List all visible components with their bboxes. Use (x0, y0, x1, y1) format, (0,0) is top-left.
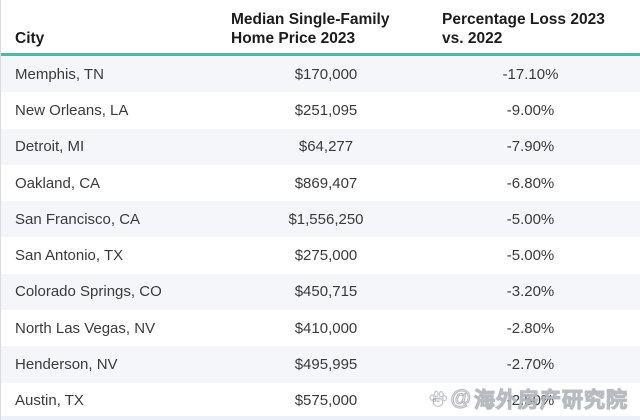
bottom-edge-strip (1, 416, 640, 420)
column-header-price: Median Single-Family Home Price 2023 (231, 10, 421, 48)
price-cell: $575,000 (294, 392, 358, 410)
loss-cell: -17.10% (502, 65, 559, 83)
price-cell: $495,995 (294, 356, 358, 374)
loss-cell: -5.00% (506, 247, 555, 265)
price-cell: $170,000 (294, 65, 358, 83)
price-cell: $275,000 (294, 247, 358, 265)
table-row: North Las Vegas, NV $410,000 -2.80% (1, 310, 640, 347)
column-header-loss: Percentage Loss 2023 vs. 2022 (421, 10, 640, 48)
column-header-price-line1: Median Single-Family (231, 11, 390, 28)
price-cell: $410,000 (294, 319, 358, 337)
city-cell: Memphis, TN (15, 65, 104, 83)
price-cell: $450,715 (294, 283, 358, 301)
column-header-price-line2: Home Price 2023 (231, 30, 356, 47)
city-cell: San Antonio, TX (15, 247, 124, 265)
city-cell: New Orleans, LA (15, 101, 129, 119)
price-cell: $869,407 (294, 174, 358, 192)
loss-cell: -6.80% (506, 174, 555, 192)
column-header-loss-line2: vs. 2022 (442, 30, 503, 47)
price-cell: $1,556,250 (288, 210, 364, 228)
table-body: Memphis, TN $170,000 -17.10% New Orleans… (1, 56, 640, 419)
loss-cell: -2.80% (506, 319, 555, 337)
city-cell: Henderson, NV (15, 356, 118, 374)
table-row: New Orleans, LA $251,095 -9.00% (1, 92, 640, 129)
table-row: Henderson, NV $495,995 -2.70% (1, 346, 640, 383)
table-row: Oakland, CA $869,407 -6.80% (1, 164, 640, 202)
table-row: San Antonio, TX $275,000 -5.00% (1, 237, 640, 274)
city-cell: Detroit, MI (15, 138, 85, 156)
city-cell: Oakland, CA (15, 174, 101, 192)
header-underline (1, 53, 640, 56)
table-row: San Francisco, CA $1,556,250 -5.00% (1, 201, 640, 238)
city-cell: Austin, TX (15, 392, 84, 410)
table-header: City Median Single-Family Home Price 202… (1, 0, 640, 53)
loss-cell: -7.90% (506, 138, 555, 156)
city-cell: North Las Vegas, NV (15, 319, 156, 337)
table-row: Austin, TX $575,000 -2.50% (1, 382, 640, 419)
city-cell: San Francisco, CA (15, 210, 141, 228)
price-cell: $251,095 (294, 101, 358, 119)
column-header-city-label: City (15, 30, 45, 47)
loss-cell: -5.00% (506, 210, 555, 228)
table-row: Colorado Springs, CO $450,715 -3.20% (1, 273, 640, 311)
column-header-loss-line1: Percentage Loss 2023 (442, 11, 605, 28)
loss-cell loss-obscured: -2.50% (506, 392, 555, 410)
loss-cell: -9.00% (506, 101, 555, 119)
loss-cell: -3.20% (506, 283, 555, 301)
loss-cell: -2.70% (506, 356, 555, 374)
column-header-city: City (1, 29, 231, 48)
table-row: Detroit, MI $64,277 -7.90% (1, 128, 640, 165)
city-cell: Colorado Springs, CO (15, 283, 162, 301)
price-cell: $64,277 (298, 138, 354, 156)
table-row: Memphis, TN $170,000 -17.10% (1, 56, 640, 93)
